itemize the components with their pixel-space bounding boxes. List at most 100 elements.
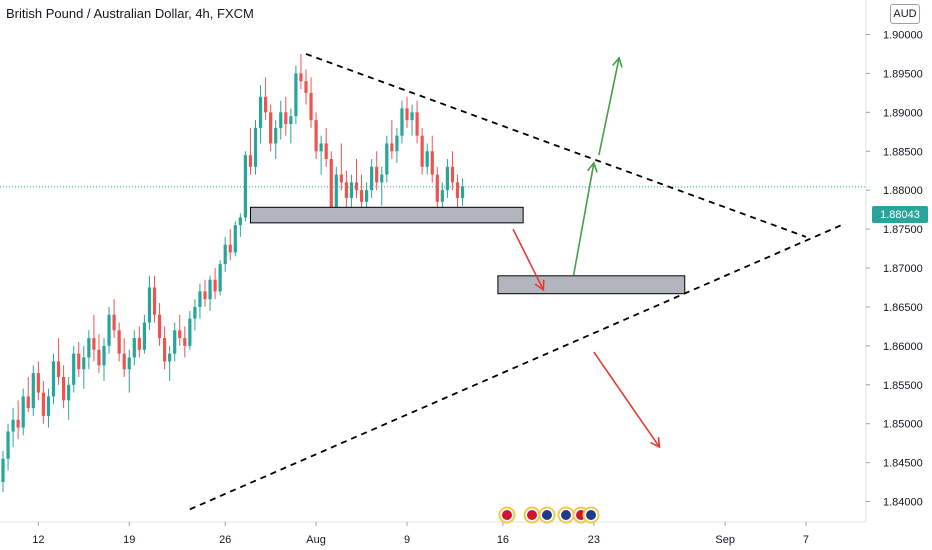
date-tick-label: 26 xyxy=(219,534,231,546)
candle-body xyxy=(238,217,242,226)
candle-body xyxy=(319,143,323,152)
candle-body xyxy=(294,73,298,117)
chart-title: British Pound / Australian Dollar, 4h, F… xyxy=(6,6,254,21)
candle-body xyxy=(87,338,91,358)
candle-body xyxy=(137,338,141,350)
candle-body xyxy=(385,143,389,175)
candle-body xyxy=(62,376,66,401)
candle-body xyxy=(365,190,369,202)
date-tick-label: 16 xyxy=(497,534,509,546)
candle-body xyxy=(56,361,61,377)
candle-body xyxy=(92,338,96,350)
candle-body xyxy=(213,279,217,292)
candle-body xyxy=(299,73,303,82)
candle-body xyxy=(375,166,379,183)
candle-body xyxy=(359,190,364,202)
candle-body xyxy=(339,174,343,183)
candle-body xyxy=(430,151,434,175)
candle-body xyxy=(425,151,429,167)
lower-trendline xyxy=(189,224,842,511)
date-tick-label: 23 xyxy=(588,534,600,546)
price-tick-label: 1.90500 xyxy=(883,0,923,3)
candle-body xyxy=(228,244,232,253)
candle-body xyxy=(390,143,394,152)
price-tick-label: 1.84000 xyxy=(883,497,923,509)
candle-body xyxy=(269,112,273,144)
candle-body xyxy=(188,318,192,346)
arrow-red-shaft-3 xyxy=(593,351,661,448)
candle-body xyxy=(122,353,126,370)
candle-body xyxy=(142,322,146,350)
candle-body xyxy=(450,166,455,183)
price-tick-label: 1.85500 xyxy=(883,380,923,392)
candle-body xyxy=(415,112,419,136)
currency-button[interactable]: AUD xyxy=(890,4,920,24)
candle-body xyxy=(445,166,449,191)
candle-body xyxy=(102,345,106,366)
candle-body xyxy=(1,458,5,483)
price-tick-label: 1.89000 xyxy=(883,107,923,119)
price-tick-label: 1.87000 xyxy=(883,263,923,275)
candle-body xyxy=(36,373,40,393)
candle-body xyxy=(405,108,409,121)
candle-body xyxy=(324,143,328,160)
candle-body xyxy=(72,353,76,385)
arrow-red-shaft-0 xyxy=(512,228,545,291)
candle-body xyxy=(243,155,247,218)
price-tick-label: 1.86000 xyxy=(883,341,923,353)
candle-body xyxy=(77,353,81,370)
candle-body xyxy=(218,264,222,292)
arrow-green-head-2 xyxy=(612,56,623,68)
candle-body xyxy=(279,112,283,128)
candle-body xyxy=(314,120,318,152)
arrow-green-shaft-1 xyxy=(572,162,595,276)
upper-trendline xyxy=(305,53,807,238)
candle-body xyxy=(107,314,111,346)
price-tick-label: 1.86500 xyxy=(883,302,923,314)
candle-body xyxy=(248,155,253,167)
candle-body xyxy=(67,384,71,401)
candle-body xyxy=(127,357,131,370)
date-tick-label: 7 xyxy=(803,534,809,546)
price-tick-label: 1.87500 xyxy=(883,224,923,236)
candle-body xyxy=(157,314,162,339)
candle-body xyxy=(440,190,444,202)
candle-body xyxy=(31,373,35,409)
candle-body xyxy=(253,127,258,167)
candle-body xyxy=(410,112,414,121)
flag-icon xyxy=(586,510,596,520)
price-tick-label: 1.89500 xyxy=(883,68,923,80)
candle-body xyxy=(203,291,207,300)
candle-body xyxy=(41,392,45,416)
date-tick-label: 19 xyxy=(123,534,135,546)
candle-body xyxy=(46,396,51,416)
candle-body xyxy=(51,361,56,397)
candle-body xyxy=(264,96,268,113)
price-tick-label: 1.88500 xyxy=(883,146,923,158)
candle-body xyxy=(208,279,212,300)
target-zone xyxy=(497,275,686,295)
candle-body xyxy=(258,96,263,128)
candle-body xyxy=(284,112,288,125)
date-tick-label: 12 xyxy=(32,534,44,546)
candle-body xyxy=(178,330,182,339)
candle-body xyxy=(11,419,15,432)
price-tick-label: 1.84500 xyxy=(883,458,923,470)
candle-body xyxy=(370,166,374,191)
candle-body xyxy=(183,338,187,346)
arrow-red-head-0 xyxy=(534,279,545,292)
support-zone xyxy=(249,206,524,224)
date-tick-label: Sep xyxy=(715,534,735,546)
flag-icon xyxy=(542,510,552,520)
arrow-green-head-1 xyxy=(586,161,598,173)
candle-body xyxy=(289,116,293,125)
candle-body xyxy=(82,357,86,370)
candle-body xyxy=(16,419,20,428)
candle-body xyxy=(26,396,30,409)
candle-body xyxy=(173,330,177,354)
date-tick-label: 9 xyxy=(404,534,410,546)
candle-body xyxy=(198,291,202,307)
candle-body xyxy=(344,182,348,198)
